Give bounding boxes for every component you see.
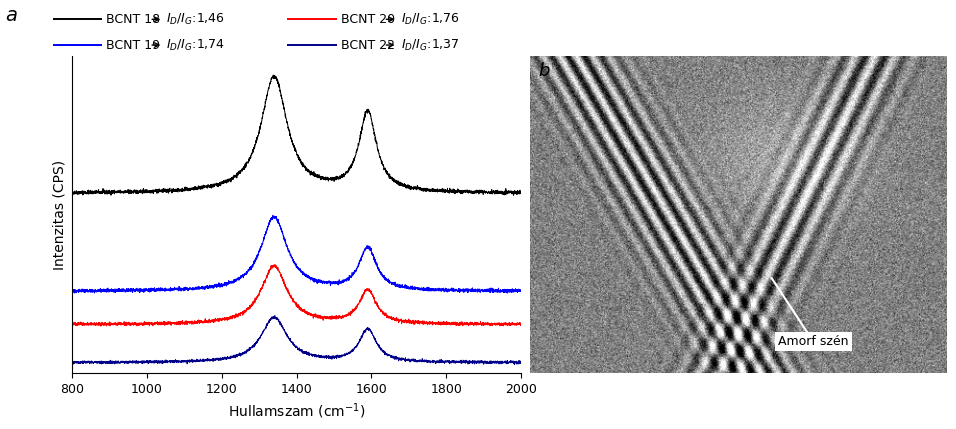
Text: a: a xyxy=(5,6,17,25)
X-axis label: Hullamszam (cm$^{-1}$): Hullamszam (cm$^{-1}$) xyxy=(228,402,365,421)
Y-axis label: Intenzitas (CPS): Intenzitas (CPS) xyxy=(53,160,66,269)
Text: BCNT 20: BCNT 20 xyxy=(340,13,395,26)
Text: Amorf szén: Amorf szén xyxy=(771,278,848,348)
Text: b: b xyxy=(538,62,550,80)
Text: $I_D/I_G$:1,46: $I_D/I_G$:1,46 xyxy=(166,12,226,27)
Text: BCNT 19: BCNT 19 xyxy=(106,39,161,51)
Text: BCNT 22: BCNT 22 xyxy=(340,39,395,51)
Text: BCNT 18: BCNT 18 xyxy=(106,13,161,26)
Text: $I_D/I_G$:1,74: $I_D/I_G$:1,74 xyxy=(166,37,226,53)
Text: $I_D/I_G$:1,37: $I_D/I_G$:1,37 xyxy=(401,37,459,53)
Text: $I_D/I_G$:1,76: $I_D/I_G$:1,76 xyxy=(401,12,460,27)
